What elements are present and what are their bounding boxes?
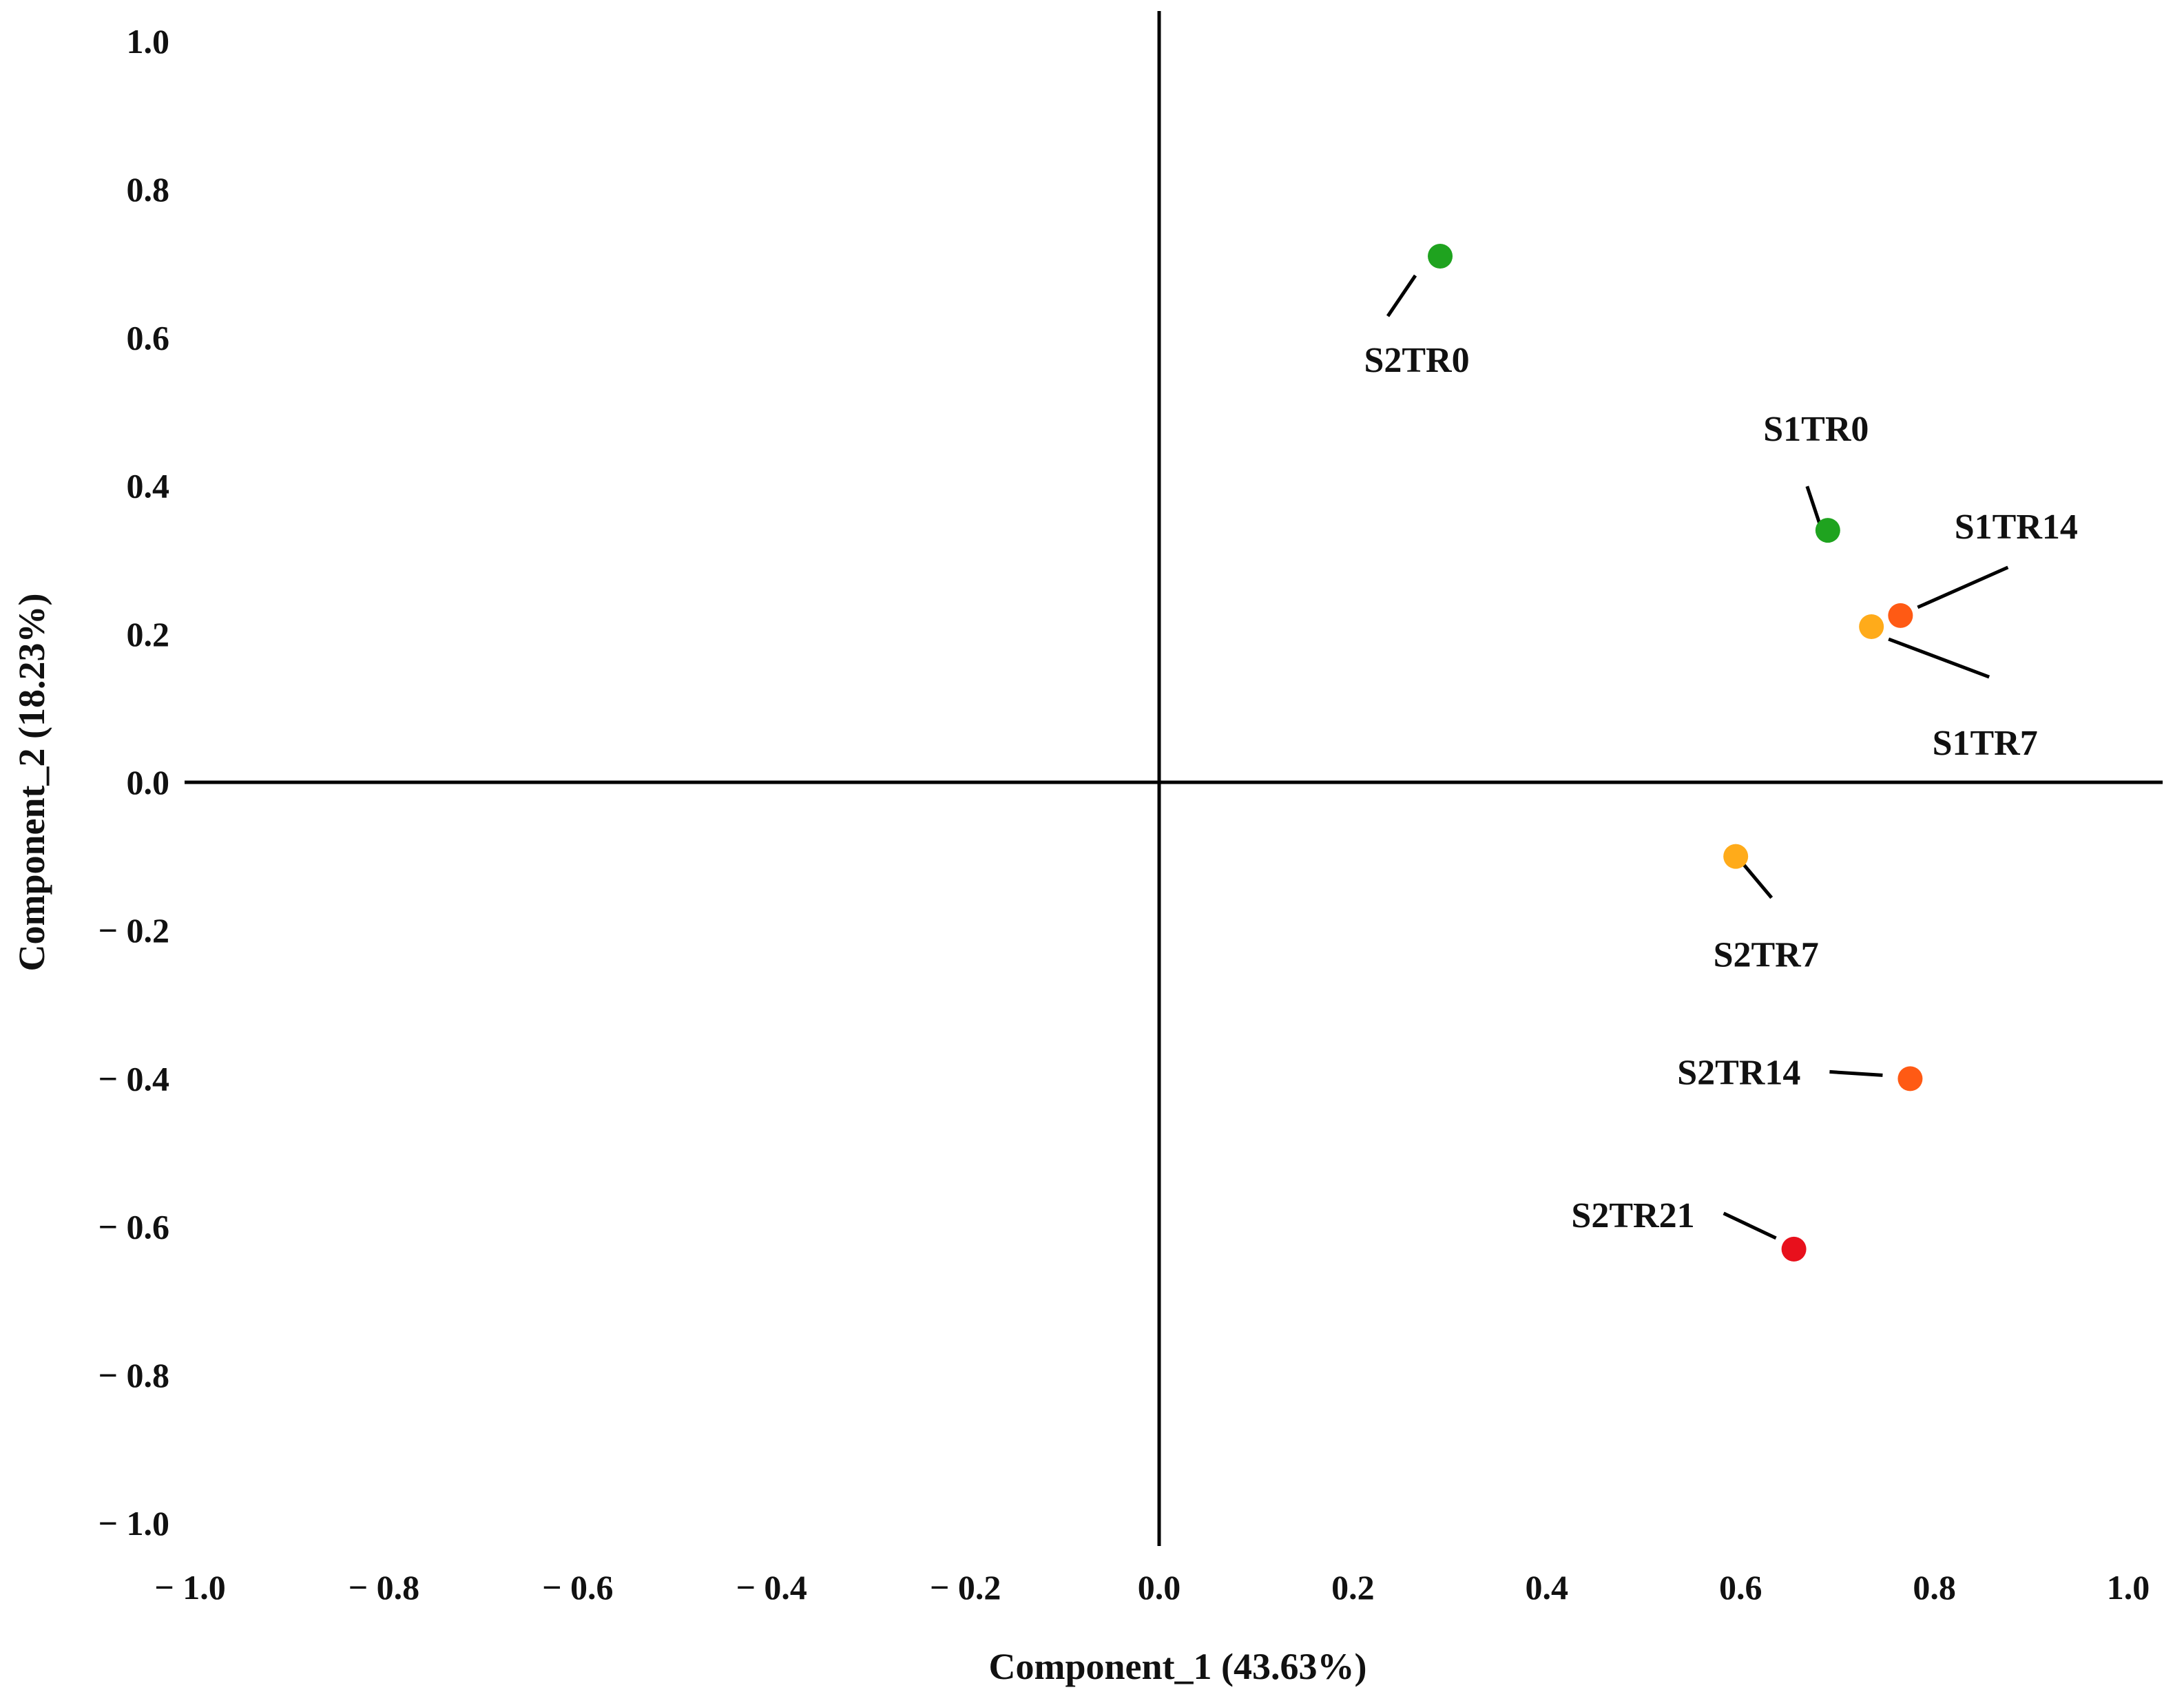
x-tick-label: − 0.6 <box>542 1568 614 1607</box>
x-tick-label: 0.6 <box>1719 1568 1762 1607</box>
x-axis-title: Component_1 (43.63%) <box>989 1646 1367 1687</box>
x-tick-label: − 1.0 <box>154 1568 226 1607</box>
x-tick-labels: − 1.0 − 0.8 − 0.6 − 0.4 − 0.2 0.0 0.2 0.4 0.6 0.8… <box>154 1568 2150 1607</box>
data-point-s1tr0 <box>1815 518 1840 543</box>
x-tick-label: − 0.4 <box>736 1568 807 1607</box>
y-tick-label: 0.0 <box>127 763 170 802</box>
point-label-s2tr0: S2TR0 <box>1364 341 1469 380</box>
y-tick-label: − 1.0 <box>98 1504 170 1543</box>
data-point-s2tr14 <box>1897 1066 1923 1092</box>
data-points <box>1428 244 1923 1262</box>
y-tick-label: 0.2 <box>127 615 170 654</box>
data-point-s2tr21 <box>1781 1236 1807 1262</box>
x-tick-label: 1.0 <box>2107 1568 2150 1607</box>
y-tick-label: − 0.6 <box>98 1208 170 1246</box>
point-label-s1tr7: S1TR7 <box>1933 724 2038 763</box>
x-tick-label: − 0.8 <box>349 1568 420 1607</box>
point-label-s2tr21: S2TR21 <box>1571 1196 1694 1235</box>
label-leader-lines <box>1386 274 2009 1240</box>
point-label-s1tr0: S1TR0 <box>1763 410 1869 449</box>
point-label-s1tr14: S1TR14 <box>1955 508 2078 547</box>
data-point-s1tr14 <box>1888 603 1913 628</box>
leader-line <box>1805 485 1822 524</box>
y-tick-labels: 1.0 0.8 0.6 0.4 0.2 0.0 − 0.2 − 0.4 − 0.6 − 0.8 − … <box>98 22 170 1543</box>
y-axis-title: Component_2 (18.23%) <box>11 594 52 972</box>
data-point-s2tr0 <box>1428 244 1453 269</box>
point-labels: S2TR0 S1TR0 S1TR14 S1TR7 S2TR7 S2TR14 S2TR21 <box>1364 341 2077 1235</box>
x-tick-label: 0.4 <box>1526 1568 1569 1607</box>
leader-line <box>1917 565 2009 609</box>
data-point-s2tr7 <box>1723 844 1749 869</box>
y-tick-label: 1.0 <box>127 22 170 61</box>
y-tick-label: 0.8 <box>127 170 170 209</box>
x-tick-label: − 0.2 <box>930 1568 1001 1607</box>
point-label-s2tr14: S2TR14 <box>1677 1053 1800 1092</box>
leader-line <box>1386 274 1417 317</box>
leader-line <box>1741 861 1774 899</box>
x-tick-label: 0.0 <box>1138 1568 1181 1607</box>
y-tick-label: − 0.8 <box>98 1356 170 1395</box>
y-tick-label: 0.6 <box>127 318 170 357</box>
leader-line <box>1723 1211 1777 1240</box>
y-tick-label: − 0.4 <box>98 1059 170 1098</box>
data-point-s1tr7 <box>1859 614 1884 640</box>
x-tick-label: 0.8 <box>1913 1568 1956 1607</box>
y-tick-label: − 0.2 <box>98 911 170 950</box>
y-tick-label: 0.4 <box>127 467 170 505</box>
leader-line <box>1829 1069 1883 1077</box>
point-label-s2tr7: S2TR7 <box>1714 936 1819 975</box>
x-tick-label: 0.2 <box>1331 1568 1375 1607</box>
leader-line <box>1888 637 1990 679</box>
